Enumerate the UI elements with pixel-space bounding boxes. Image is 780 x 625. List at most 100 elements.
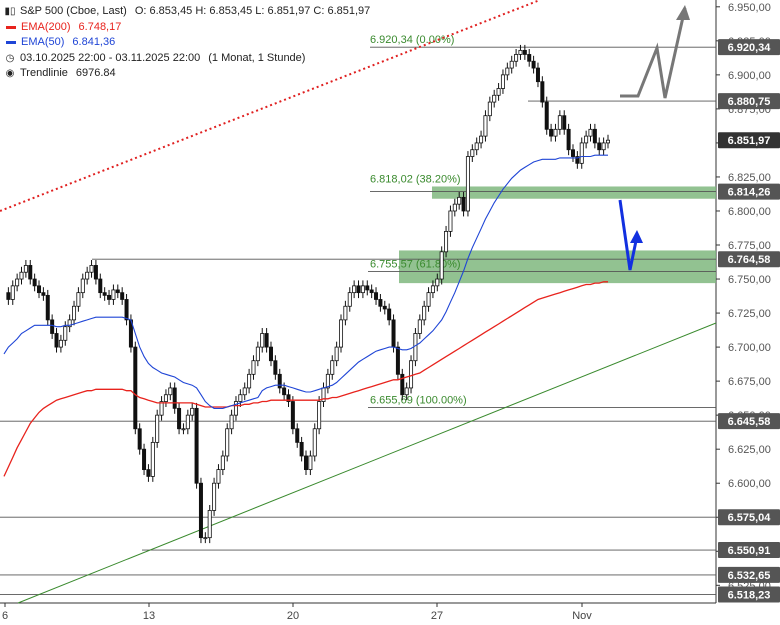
candle-body	[295, 428, 300, 443]
candle-body	[339, 319, 344, 348]
candle-body	[251, 360, 256, 375]
candle-body	[514, 54, 519, 62]
candle-body	[194, 407, 199, 484]
candle-body	[444, 230, 449, 253]
ema200-swatch	[6, 25, 16, 29]
candle-body	[120, 292, 125, 300]
candle-body	[247, 373, 252, 389]
price-tag	[718, 183, 780, 200]
candle-body	[41, 292, 46, 296]
bullish-arrowhead	[676, 5, 690, 20]
bullish-scenario-arrow	[620, 7, 687, 99]
price-tag-label: 6.645,58	[728, 416, 771, 428]
candle-body	[172, 387, 177, 409]
trendline-value: 6976.84	[75, 67, 116, 79]
ema50-label: EMA(50)	[21, 36, 65, 48]
y-tick-label: 6.950,00	[728, 2, 771, 14]
price-tag	[718, 586, 780, 603]
bearish-arrowhead	[630, 230, 643, 243]
candle-body	[15, 278, 20, 287]
candle-body	[185, 414, 190, 430]
candle-body	[413, 333, 418, 362]
legend-ema200-row[interactable]: EMA(200) 6.748,17	[4, 20, 370, 36]
fib-level-label: 6.755,57 (61.80%)	[370, 258, 461, 270]
legend-trend-row[interactable]: ◉ Trendlinie 6976.84	[4, 66, 370, 82]
candle-body	[575, 156, 580, 164]
candles-group	[6, 44, 611, 544]
candle-body	[242, 387, 247, 396]
candle-body	[448, 210, 453, 232]
candle-body	[601, 142, 606, 151]
candle-body	[142, 448, 147, 471]
candle-body	[89, 265, 94, 273]
candle-body	[492, 94, 497, 103]
y-tick-label: 6.825,00	[728, 172, 771, 184]
candle-body	[540, 81, 545, 103]
candle-body	[19, 271, 24, 280]
candle-body	[299, 441, 304, 457]
ema200-line	[3, 281, 608, 477]
candle-body	[238, 394, 243, 402]
candle-body	[430, 285, 435, 294]
candle-body	[347, 292, 352, 307]
candle-body	[190, 407, 195, 416]
candle-body	[37, 285, 42, 294]
candle-body	[290, 401, 295, 430]
x-tick-label: 20	[287, 610, 299, 622]
candle-body	[107, 294, 112, 300]
ema200-label: EMA(200)	[21, 20, 71, 33]
candle-body	[264, 333, 269, 348]
candle-body	[32, 278, 37, 287]
candle-body	[382, 305, 387, 310]
candle-body	[137, 428, 142, 450]
rising-trendline	[17, 322, 717, 604]
ema50-swatch	[6, 41, 16, 45]
candle-body	[216, 469, 221, 484]
candle-body	[439, 251, 444, 280]
candle-body	[330, 360, 335, 375]
candle-body	[102, 292, 107, 296]
price-tag-label: 6.575,04	[728, 512, 772, 524]
candle-body	[312, 428, 317, 457]
candle-body	[531, 60, 536, 69]
candle-body	[115, 289, 120, 294]
x-tick-label: 13	[143, 610, 155, 622]
candle-body	[150, 441, 155, 477]
candle-body	[10, 285, 15, 300]
candle-body	[400, 373, 405, 396]
candle-body	[426, 292, 431, 307]
candle-body	[465, 156, 470, 212]
legend-range-row: ◷ 03.10.2025 22:00 - 03.11.2025 22:00 (1…	[4, 51, 370, 67]
candle-body	[177, 407, 182, 430]
candle-body	[404, 387, 409, 396]
candle-body	[207, 510, 212, 539]
legend-ema50-row[interactable]: EMA(50) 6.841,36	[4, 35, 370, 51]
candle-body	[535, 67, 540, 83]
candle-body	[163, 394, 168, 402]
candle-body	[85, 271, 90, 280]
candle-body	[391, 319, 396, 348]
candle-body	[553, 128, 558, 137]
price-tag	[718, 93, 780, 110]
candle-body	[592, 128, 597, 144]
candle-body	[452, 203, 457, 212]
candle-body	[417, 319, 422, 334]
candle-body	[352, 285, 357, 294]
price-tag-label: 6.920,34	[728, 42, 772, 54]
candle-body	[597, 142, 602, 151]
candle-body	[522, 49, 527, 55]
candle-body	[505, 67, 510, 76]
y-tick-label: 6.625,00	[728, 444, 771, 456]
candle-body	[23, 265, 28, 273]
price-tag-label: 6.764,58	[728, 254, 771, 266]
candle-body	[334, 346, 339, 362]
price-tag	[718, 39, 780, 56]
candle-body	[168, 387, 173, 396]
candle-body	[317, 401, 322, 430]
bearish-scenario-arrow	[618, 199, 639, 271]
candle-body	[286, 394, 291, 402]
y-tick-label: 6.800,00	[728, 206, 771, 218]
x-tick-label: 6	[2, 610, 8, 622]
candle-body	[220, 455, 225, 471]
